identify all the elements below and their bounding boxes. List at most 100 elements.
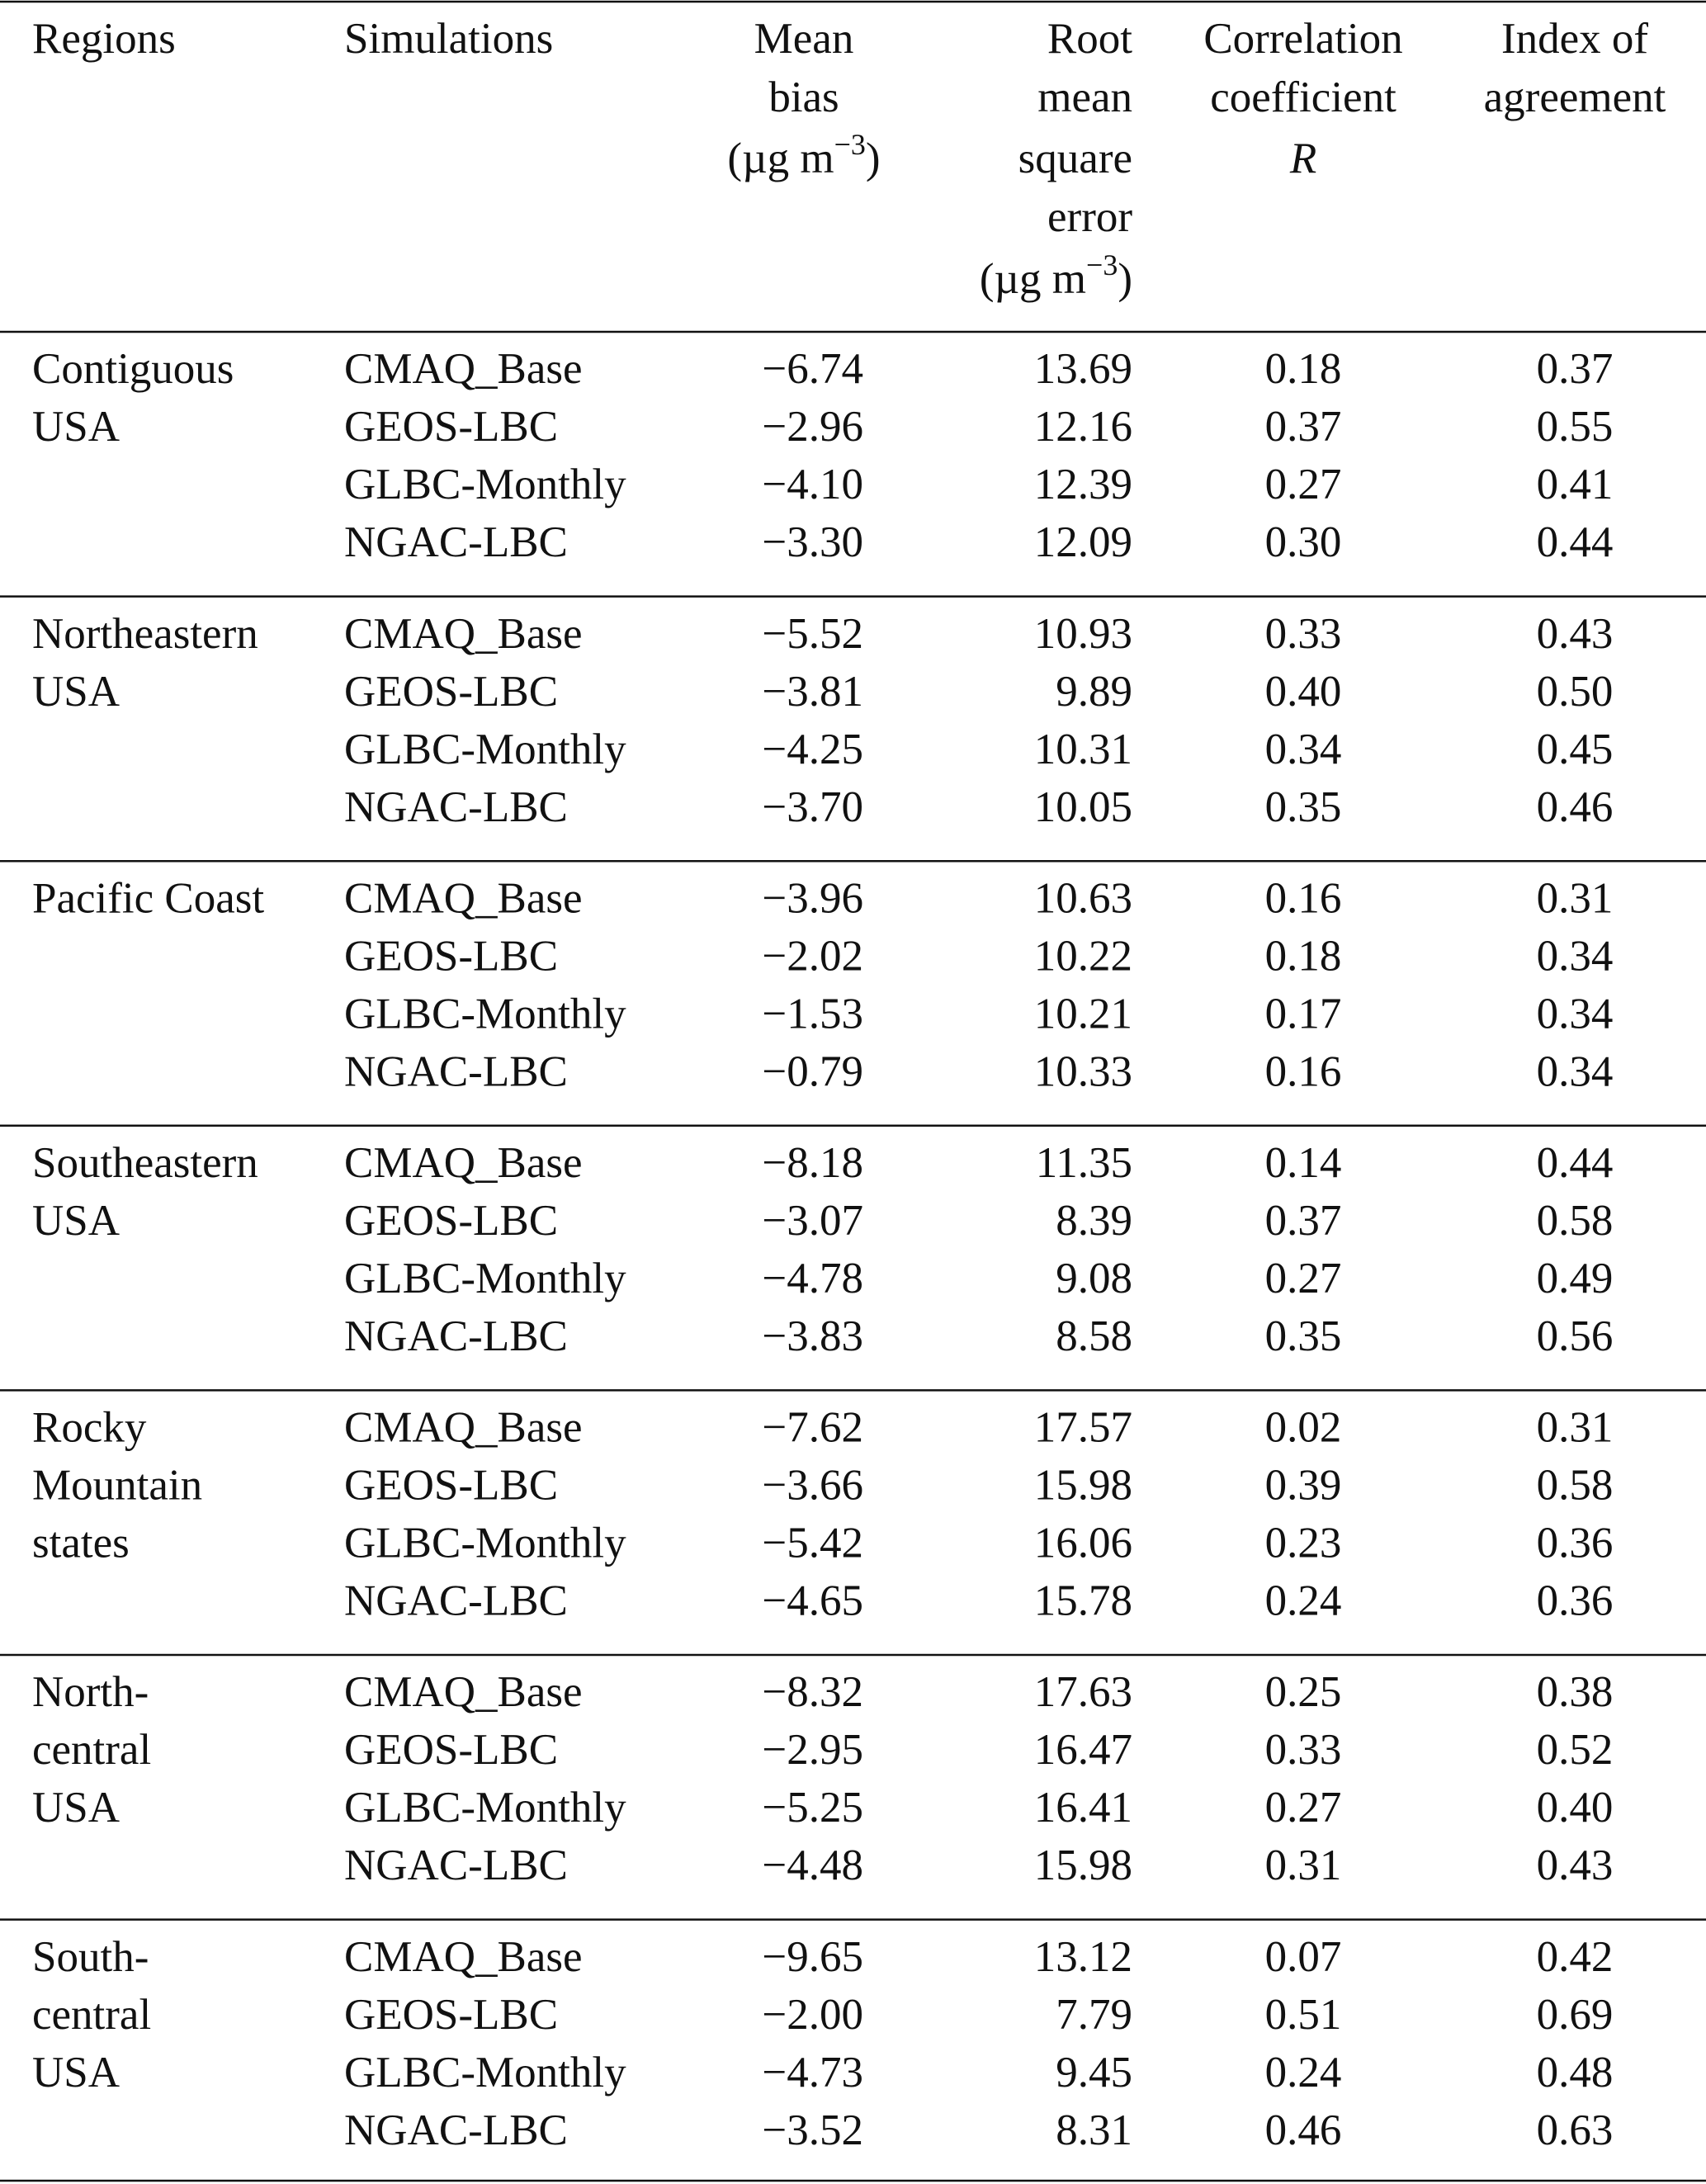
cell-value: 0.63 <box>1537 2106 1614 2154</box>
cell-value: 16.47 <box>1034 1726 1132 1774</box>
cell-value: 0.16 <box>1265 1047 1342 1095</box>
header-text: bias <box>768 73 839 121</box>
unit-base: (µg m <box>980 255 1086 303</box>
cell-value: 16.06 <box>1034 1520 1132 1567</box>
cell-value: 0.18 <box>1265 345 1342 393</box>
cell-value: 0.25 <box>1265 1668 1342 1716</box>
cell-value: −6.74 <box>762 345 863 393</box>
cell-value: 0.27 <box>1265 461 1342 508</box>
region-name: USA <box>32 1784 120 1832</box>
cell-value: 13.12 <box>1034 1933 1132 1981</box>
cell-value: 0.14 <box>1265 1139 1342 1187</box>
cell-value: 0.34 <box>1265 726 1342 773</box>
cell-value: 0.58 <box>1537 1197 1614 1245</box>
cell-value: −2.02 <box>762 932 863 980</box>
header-text: error <box>1047 193 1132 241</box>
cell-value: 0.24 <box>1265 2049 1342 2097</box>
simulation-name: NGAC-LBC <box>344 1577 568 1625</box>
region-name: central <box>32 1991 151 2039</box>
header-text: agreement <box>1484 73 1666 121</box>
cell-value: 10.63 <box>1034 874 1132 922</box>
simulation-name: GEOS-LBC <box>344 403 558 451</box>
cell-value: −3.07 <box>762 1197 863 1245</box>
cell-value: 16.41 <box>1034 1784 1132 1832</box>
simulation-name: NGAC-LBC <box>344 518 568 566</box>
simulation-name: NGAC-LBC <box>344 2106 568 2154</box>
header-text: coefficient <box>1210 73 1396 121</box>
cell-value: −1.53 <box>762 990 863 1038</box>
cell-value: 0.34 <box>1537 932 1614 980</box>
cell-value: 0.36 <box>1537 1520 1614 1567</box>
cell-value: −4.73 <box>762 2049 863 2097</box>
cell-value: 0.17 <box>1265 990 1342 1038</box>
simulation-name: GEOS-LBC <box>344 932 558 980</box>
cell-value: 0.24 <box>1265 1577 1342 1625</box>
simulation-name: GLBC-Monthly <box>344 1255 626 1302</box>
cell-value: 9.08 <box>1056 1255 1132 1302</box>
cell-value: −2.95 <box>762 1726 863 1774</box>
simulation-name: GLBC-Monthly <box>344 2049 626 2097</box>
simulation-name: NGAC-LBC <box>344 1047 568 1095</box>
cell-value: −3.70 <box>762 783 863 831</box>
cell-value: 0.45 <box>1537 726 1614 773</box>
cell-value: −5.52 <box>762 610 863 658</box>
cell-value: −8.18 <box>762 1139 863 1187</box>
cell-value: 11.35 <box>1036 1139 1132 1187</box>
cell-value: 0.27 <box>1265 1255 1342 1302</box>
simulation-name: GEOS-LBC <box>344 668 558 716</box>
cell-value: 0.39 <box>1265 1462 1342 1510</box>
cell-value: 0.46 <box>1265 2106 1342 2154</box>
region-name: Contiguous <box>32 345 234 393</box>
simulation-name: GEOS-LBC <box>344 1197 558 1245</box>
cell-value: 7.79 <box>1056 1991 1132 2039</box>
cell-value: 17.63 <box>1034 1668 1132 1716</box>
cell-value: 0.38 <box>1537 1668 1614 1716</box>
simulation-name: GLBC-Monthly <box>344 1784 626 1832</box>
cell-value: 0.33 <box>1265 610 1342 658</box>
cell-value: −0.79 <box>762 1047 863 1095</box>
cell-value: 9.89 <box>1056 668 1132 716</box>
cell-value: −9.65 <box>762 1933 863 1981</box>
unit-base: (µg m <box>727 135 834 182</box>
region-name: USA <box>32 1197 120 1245</box>
region-name: Mountain <box>32 1462 202 1510</box>
simulation-name: GEOS-LBC <box>344 1726 558 1774</box>
cell-value: 8.39 <box>1056 1197 1132 1245</box>
cell-value: 0.37 <box>1265 403 1342 451</box>
cell-value: 0.46 <box>1537 783 1614 831</box>
simulation-name: CMAQ_Base <box>344 1139 583 1187</box>
cell-value: 0.44 <box>1537 518 1614 566</box>
cell-value: −2.00 <box>762 1991 863 2039</box>
header-text: Index of <box>1501 15 1648 63</box>
cell-value: 0.55 <box>1537 403 1614 451</box>
simulation-name: NGAC-LBC <box>344 783 568 831</box>
cell-value: −2.96 <box>762 403 863 451</box>
cell-value: −3.30 <box>762 518 863 566</box>
cell-value: 15.98 <box>1034 1841 1132 1889</box>
region-name: USA <box>32 403 120 451</box>
cell-value: −3.52 <box>762 2106 863 2154</box>
unit-close: ) <box>1118 255 1132 303</box>
cell-value: 8.58 <box>1056 1312 1132 1360</box>
region-name: South- <box>32 1933 149 1981</box>
cell-value: 0.33 <box>1265 1726 1342 1774</box>
cell-value: 0.48 <box>1537 2049 1614 2097</box>
cell-value: −4.48 <box>762 1841 863 1889</box>
header-unit: (µg m−3) <box>727 128 880 182</box>
cell-value: 0.36 <box>1537 1577 1614 1625</box>
region-name: Southeastern <box>32 1139 258 1187</box>
cell-value: 0.07 <box>1265 1933 1342 1981</box>
region-name: Pacific Coast <box>32 874 264 922</box>
simulation-name: NGAC-LBC <box>344 1841 568 1889</box>
cell-value: 10.21 <box>1034 990 1132 1038</box>
cell-value: 0.31 <box>1265 1841 1342 1889</box>
cell-value: 0.35 <box>1265 1312 1342 1360</box>
cell-value: −4.10 <box>762 461 863 508</box>
cell-value: 0.37 <box>1265 1197 1342 1245</box>
cell-value: 0.34 <box>1537 990 1614 1038</box>
cell-value: −5.25 <box>762 1784 863 1832</box>
simulation-name: CMAQ_Base <box>344 610 583 658</box>
cell-value: 0.02 <box>1265 1404 1342 1452</box>
simulation-name: CMAQ_Base <box>344 1668 583 1716</box>
simulation-name: CMAQ_Base <box>344 345 583 393</box>
